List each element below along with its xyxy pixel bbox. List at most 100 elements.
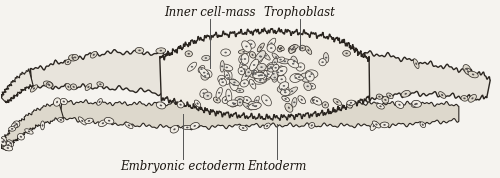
Ellipse shape (300, 99, 302, 101)
Text: Trophoblast: Trophoblast (264, 6, 336, 19)
Ellipse shape (304, 77, 306, 78)
Ellipse shape (265, 100, 268, 101)
Ellipse shape (72, 57, 74, 59)
Ellipse shape (242, 71, 250, 82)
Ellipse shape (194, 125, 196, 127)
Ellipse shape (247, 71, 260, 79)
Ellipse shape (316, 100, 318, 102)
Ellipse shape (160, 50, 162, 51)
Ellipse shape (200, 89, 207, 97)
Ellipse shape (85, 83, 91, 90)
Ellipse shape (202, 55, 210, 61)
Ellipse shape (282, 96, 290, 102)
Ellipse shape (275, 56, 278, 58)
Ellipse shape (78, 117, 86, 125)
Ellipse shape (466, 68, 468, 70)
Ellipse shape (4, 142, 12, 149)
Ellipse shape (250, 59, 258, 71)
Ellipse shape (228, 95, 230, 97)
Ellipse shape (342, 51, 350, 56)
Ellipse shape (188, 53, 190, 55)
Ellipse shape (254, 77, 267, 84)
Polygon shape (160, 28, 370, 120)
Ellipse shape (252, 71, 255, 73)
Ellipse shape (242, 127, 244, 129)
Ellipse shape (280, 70, 283, 72)
Ellipse shape (414, 59, 419, 69)
Ellipse shape (267, 64, 276, 72)
Ellipse shape (222, 81, 224, 83)
Ellipse shape (247, 40, 256, 48)
Ellipse shape (248, 103, 262, 110)
Ellipse shape (376, 104, 384, 109)
Ellipse shape (46, 82, 52, 88)
Ellipse shape (240, 70, 242, 72)
Ellipse shape (463, 97, 466, 99)
Ellipse shape (224, 71, 232, 85)
Ellipse shape (224, 71, 230, 80)
Ellipse shape (2, 140, 4, 143)
Ellipse shape (350, 102, 352, 104)
Ellipse shape (262, 95, 272, 106)
Ellipse shape (346, 102, 352, 108)
Ellipse shape (277, 46, 283, 52)
Ellipse shape (464, 68, 471, 75)
Ellipse shape (324, 53, 329, 63)
Ellipse shape (233, 103, 235, 105)
Ellipse shape (280, 89, 290, 96)
Ellipse shape (221, 64, 233, 71)
Ellipse shape (267, 73, 270, 75)
Ellipse shape (278, 75, 286, 83)
Ellipse shape (272, 73, 274, 75)
Ellipse shape (237, 99, 243, 106)
Ellipse shape (411, 101, 420, 107)
Ellipse shape (264, 70, 272, 78)
Ellipse shape (30, 85, 38, 92)
Ellipse shape (336, 101, 338, 103)
Ellipse shape (255, 51, 266, 62)
Ellipse shape (13, 121, 20, 128)
Ellipse shape (234, 103, 236, 104)
Ellipse shape (249, 68, 258, 76)
Ellipse shape (226, 74, 228, 76)
Ellipse shape (376, 123, 378, 125)
Ellipse shape (138, 49, 140, 51)
Ellipse shape (62, 101, 65, 103)
Ellipse shape (68, 86, 70, 88)
Ellipse shape (245, 46, 248, 47)
Ellipse shape (253, 64, 256, 66)
Ellipse shape (264, 55, 267, 57)
Ellipse shape (404, 93, 407, 95)
Ellipse shape (270, 67, 272, 69)
Ellipse shape (14, 125, 16, 127)
Ellipse shape (104, 117, 114, 124)
Ellipse shape (308, 83, 316, 89)
Ellipse shape (280, 70, 282, 72)
Ellipse shape (254, 73, 256, 75)
Ellipse shape (201, 72, 209, 80)
Ellipse shape (60, 119, 62, 121)
Text: Inner cell-mass: Inner cell-mass (164, 6, 256, 19)
Ellipse shape (264, 123, 270, 129)
Ellipse shape (259, 80, 262, 82)
Ellipse shape (252, 54, 254, 56)
Ellipse shape (254, 105, 256, 107)
Ellipse shape (257, 43, 264, 52)
Ellipse shape (65, 59, 71, 65)
Ellipse shape (301, 47, 304, 49)
Ellipse shape (156, 48, 166, 53)
Ellipse shape (282, 85, 285, 87)
Ellipse shape (255, 105, 257, 107)
Ellipse shape (293, 61, 296, 62)
Ellipse shape (252, 72, 266, 79)
Ellipse shape (310, 97, 316, 103)
Ellipse shape (376, 94, 382, 99)
Ellipse shape (389, 95, 391, 97)
Ellipse shape (264, 74, 266, 76)
Ellipse shape (221, 49, 230, 56)
Ellipse shape (264, 66, 274, 71)
Ellipse shape (280, 78, 283, 80)
Ellipse shape (238, 67, 244, 75)
Ellipse shape (289, 44, 296, 53)
Ellipse shape (241, 63, 244, 65)
